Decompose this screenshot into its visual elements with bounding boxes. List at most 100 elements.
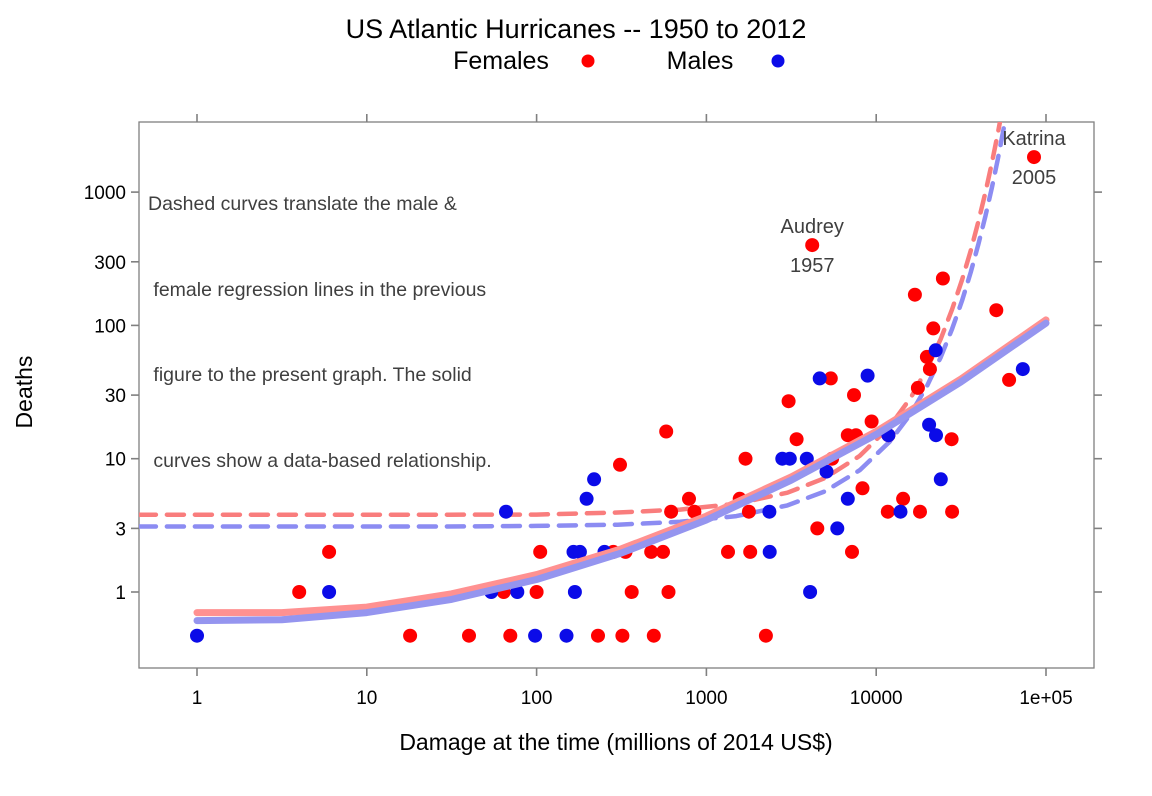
data-point-males: [567, 585, 582, 599]
data-point-females: [1002, 372, 1017, 387]
y-tick-label: 100: [94, 316, 126, 337]
data-point-males: [922, 417, 937, 432]
data-point-males: [322, 585, 337, 599]
y-tick-label: 10: [105, 450, 126, 471]
x-tick-label: 10: [356, 688, 377, 709]
x-tick-label: 100: [521, 688, 553, 709]
data-point-females: [529, 585, 544, 599]
data-point-females: [591, 628, 605, 643]
y-tick-label: 300: [94, 253, 126, 274]
explanatory-note: Dashed curves translate the male & femal…: [148, 133, 492, 532]
y-tick-label: 3: [115, 519, 126, 540]
data-point-females: [644, 544, 659, 559]
data-point-females: [503, 628, 518, 643]
data-point-males: [933, 472, 948, 487]
data-point-females: [741, 504, 756, 519]
storm-name-label: Katrina: [1002, 128, 1066, 150]
note-line: curves show a data-based relationship.: [148, 449, 492, 472]
y-axis-title: Deaths: [11, 356, 37, 429]
data-point-males: [799, 451, 814, 466]
data-point-males: [812, 371, 827, 386]
note-line: figure to the present graph. The solid: [148, 364, 472, 386]
data-point-males: [782, 451, 797, 466]
data-point-females: [646, 628, 661, 643]
data-point-males: [840, 491, 855, 506]
data-point-females: [847, 388, 861, 403]
storm-name-label: Audrey: [781, 216, 844, 238]
data-point-females: [656, 544, 670, 559]
data-point-females: [738, 451, 753, 466]
chart-title: US Atlantic Hurricanes -- 1950 to 2012: [346, 14, 807, 44]
data-point-females: [910, 380, 925, 395]
data-point-males: [803, 585, 818, 599]
data-point-females: [922, 362, 937, 377]
data-point-males: [819, 464, 834, 479]
data-point-males: [762, 544, 777, 559]
data-point-females: [664, 504, 679, 519]
plot-frame: [131, 114, 1102, 676]
data-point-females: [758, 628, 773, 643]
data-point-females: [896, 491, 911, 506]
data-point-females: [823, 371, 838, 386]
x-tick-label: 10000: [850, 688, 903, 709]
data-point-females: [810, 521, 825, 536]
legend-dot-males: [771, 54, 785, 68]
y-tick-label: 1: [115, 583, 126, 604]
data-point-males: [928, 343, 943, 358]
y-tick-label: 1000: [84, 183, 126, 204]
data-point-females: [845, 544, 859, 559]
data-point-females: [403, 628, 418, 643]
data-point-females: [781, 394, 796, 409]
data-point-females: [1027, 150, 1041, 165]
data-point-females: [615, 628, 630, 643]
data-point-females: [721, 544, 735, 559]
data-point-males: [587, 472, 602, 487]
data-point-females: [855, 481, 870, 496]
data-point-females: [907, 287, 922, 302]
female-regression-dashed-curve: [139, 122, 1003, 517]
data-point-females: [661, 585, 676, 599]
data-point-females: [880, 504, 895, 519]
data-point-males: [510, 585, 525, 599]
data-point-males: [190, 628, 204, 643]
data-point-females: [292, 585, 307, 599]
storm-year-label: 1957: [790, 255, 835, 277]
storm-annotations: Katrina 2005 Audrey 1957: [781, 128, 1067, 277]
data-point-females: [864, 414, 879, 429]
data-points: [190, 150, 1041, 643]
data-point-males: [860, 368, 875, 383]
y-tick-label: 30: [105, 386, 126, 407]
legend-label-males: Males: [667, 47, 734, 75]
data-point-females: [789, 432, 804, 447]
data-point-males: [929, 428, 943, 443]
data-point-females: [805, 238, 820, 253]
x-tick-label: 1: [192, 688, 203, 709]
data-point-females: [989, 303, 1004, 318]
data-point-males: [499, 504, 513, 519]
data-point-females: [944, 432, 959, 447]
data-point-males: [528, 628, 543, 643]
data-point-males: [893, 504, 908, 519]
data-point-males: [579, 491, 594, 506]
data-point-males: [762, 504, 777, 519]
male-smooth-solid-curve: [193, 319, 1050, 625]
x-tick-label: 1000: [685, 688, 727, 709]
data-point-females: [682, 491, 696, 506]
data-point-females: [743, 544, 758, 559]
data-point-females: [945, 504, 960, 519]
axis-tick-labels: 1 10 100 1000 10000 1e+05 1 3 10 30 100 300 1000: [84, 183, 1073, 709]
data-point-males: [572, 544, 587, 559]
data-point-males: [559, 628, 574, 643]
data-point-females: [935, 271, 950, 286]
data-point-males: [830, 521, 845, 536]
x-tick-label: 1e+05: [1019, 688, 1072, 709]
data-point-females: [462, 628, 476, 643]
data-point-females: [659, 424, 674, 439]
data-point-females: [533, 544, 548, 559]
legend-dot-females: [581, 54, 595, 68]
legend-label-females: Females: [453, 47, 549, 75]
smooth-solid-curves: [193, 316, 1050, 625]
note-line: Dashed curves translate the male &: [148, 193, 457, 215]
